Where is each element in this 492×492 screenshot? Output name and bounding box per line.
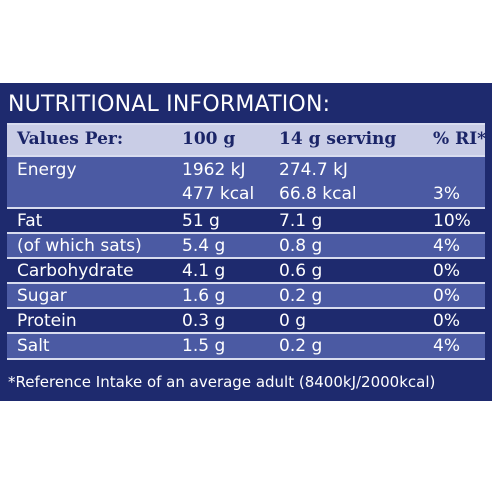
table-header-row: Values Per: 100 g 14 g serving % RI* <box>7 125 487 155</box>
protein-serving: 0 g <box>279 311 307 331</box>
sats-ri: 4% <box>433 236 460 256</box>
sugar-serving: 0.2 g <box>279 286 323 306</box>
energy-serving-kj: 274.7 kJ <box>279 160 348 180</box>
sats-serving: 0.8 g <box>279 236 323 256</box>
header-values-per: Values Per: <box>17 129 124 149</box>
protein-per100: 0.3 g <box>182 311 226 331</box>
table-row-fat: Fat 51 g 7.1 g 10% <box>7 207 485 232</box>
protein-ri: 0% <box>433 311 460 331</box>
table-row-salt: Salt 1.5 g 0.2 g 4% <box>7 332 485 358</box>
fat-serving: 7.1 g <box>279 211 323 231</box>
row-label: Salt <box>17 336 50 356</box>
row-label: Carbohydrate <box>17 261 134 281</box>
energy-per100-kcal: 477 kcal <box>182 184 255 204</box>
table-row-sugar: Sugar 1.6 g 0.2 g 0% <box>7 282 485 307</box>
sats-per100: 5.4 g <box>182 236 226 256</box>
row-label: Protein <box>17 311 77 331</box>
row-label: (of which sats) <box>17 236 142 256</box>
table-row-protein: Protein 0.3 g 0 g 0% <box>7 307 485 332</box>
energy-serving-kcal: 66.8 kcal <box>279 184 357 204</box>
salt-ri: 4% <box>433 336 460 356</box>
reference-intake-footnote: *Reference Intake of an average adult (8… <box>8 373 436 391</box>
carbohydrate-ri: 0% <box>433 261 460 281</box>
header-serving: 14 g serving <box>279 129 397 149</box>
row-label: Fat <box>17 211 43 231</box>
salt-per100: 1.5 g <box>182 336 226 356</box>
nutrition-title: NUTRITIONAL INFORMATION: <box>8 92 331 117</box>
header-100g: 100 g <box>182 129 236 149</box>
header-ri: % RI* <box>433 129 487 149</box>
salt-serving: 0.2 g <box>279 336 323 356</box>
sugar-per100: 1.6 g <box>182 286 226 306</box>
nutrition-label: NUTRITIONAL INFORMATION: Values Per: 100… <box>0 83 492 401</box>
row-label: Energy <box>17 160 77 180</box>
fat-per100: 51 g <box>182 211 220 231</box>
carbohydrate-serving: 0.6 g <box>279 261 323 281</box>
energy-ri: 3% <box>433 184 460 204</box>
table-row-sats: (of which sats) 5.4 g 0.8 g 4% <box>7 232 485 257</box>
carbohydrate-per100: 4.1 g <box>182 261 226 281</box>
fat-ri: 10% <box>433 211 471 231</box>
row-label: Sugar <box>17 286 67 306</box>
sugar-ri: 0% <box>433 286 460 306</box>
energy-per100-kj: 1962 kJ <box>182 160 246 180</box>
nutrition-table: Values Per: 100 g 14 g serving % RI* Ene… <box>7 123 487 360</box>
table-row-energy: Energy 1962 kJ 274.7 kJ 477 kcal 66.8 kc… <box>7 155 485 207</box>
table-row-carbohydrate: Carbohydrate 4.1 g 0.6 g 0% <box>7 257 485 282</box>
